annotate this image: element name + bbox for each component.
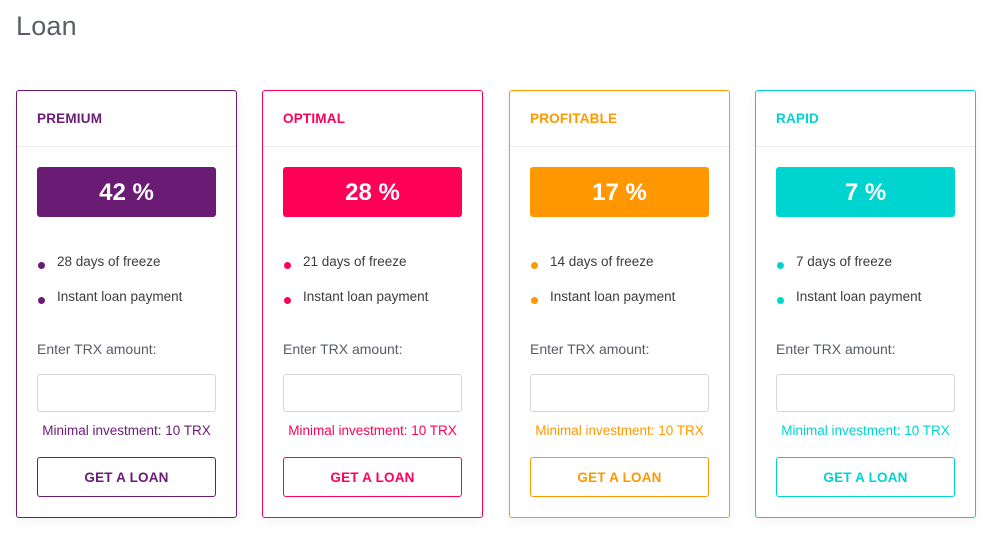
page-title: Loan [16, 11, 77, 41]
feature-item: Instant loan payment [530, 289, 720, 324]
plan-features: 14 days of freeze Instant loan payment [530, 254, 720, 324]
plan-features: 28 days of freeze Instant loan payment [37, 254, 227, 324]
min-investment-text: Minimal investment: 10 TRX [288, 423, 457, 438]
plan-card-rapid: RAPID 7 % 7 days of freeze Instant loan … [755, 90, 976, 518]
feature-text: Instant loan payment [796, 289, 922, 304]
plan-rate: 28 % [283, 167, 462, 217]
plan-name: PREMIUM [17, 91, 236, 147]
bullet-icon [777, 262, 784, 269]
get-loan-button[interactable]: GET A LOAN [37, 457, 216, 497]
feature-item: 21 days of freeze [283, 254, 473, 289]
feature-item: Instant loan payment [283, 289, 473, 324]
plan-card-profitable: PROFITABLE 17 % 14 days of freeze Instan… [509, 90, 730, 518]
feature-item: 7 days of freeze [776, 254, 966, 289]
bullet-icon [284, 262, 291, 269]
feature-text: Instant loan payment [303, 289, 429, 304]
plan-name: RAPID [756, 91, 975, 147]
plan-rate: 42 % [37, 167, 216, 217]
feature-item: 28 days of freeze [37, 254, 227, 289]
trx-amount-input[interactable] [530, 374, 709, 412]
trx-amount-input[interactable] [776, 374, 955, 412]
trx-amount-input[interactable] [283, 374, 462, 412]
feature-text: 28 days of freeze [57, 254, 161, 269]
feature-text: 14 days of freeze [550, 254, 654, 269]
feature-item: Instant loan payment [37, 289, 227, 324]
plan-card-premium: PREMIUM 42 % 28 days of freeze Instant l… [16, 90, 237, 518]
get-loan-button[interactable]: GET A LOAN [283, 457, 462, 497]
feature-text: Instant loan payment [57, 289, 183, 304]
bullet-icon [531, 262, 538, 269]
plan-features: 7 days of freeze Instant loan payment [776, 254, 966, 324]
bullet-icon [38, 262, 45, 269]
trx-amount-input[interactable] [37, 374, 216, 412]
feature-item: Instant loan payment [776, 289, 966, 324]
feature-item: 14 days of freeze [530, 254, 720, 289]
amount-label: Enter TRX amount: [283, 341, 403, 357]
plan-rate: 7 % [776, 167, 955, 217]
plan-name: OPTIMAL [263, 91, 482, 147]
get-loan-button[interactable]: GET A LOAN [776, 457, 955, 497]
amount-label: Enter TRX amount: [37, 341, 157, 357]
feature-text: Instant loan payment [550, 289, 676, 304]
min-investment-text: Minimal investment: 10 TRX [42, 423, 211, 438]
feature-text: 21 days of freeze [303, 254, 407, 269]
plan-name: PROFITABLE [510, 91, 729, 147]
amount-label: Enter TRX amount: [530, 341, 650, 357]
plan-features: 21 days of freeze Instant loan payment [283, 254, 473, 324]
plan-card-optimal: OPTIMAL 28 % 21 days of freeze Instant l… [262, 90, 483, 518]
bullet-icon [777, 297, 784, 304]
plan-rate: 17 % [530, 167, 709, 217]
bullet-icon [531, 297, 538, 304]
bullet-icon [284, 297, 291, 304]
min-investment-text: Minimal investment: 10 TRX [535, 423, 704, 438]
get-loan-button[interactable]: GET A LOAN [530, 457, 709, 497]
bullet-icon [38, 297, 45, 304]
min-investment-text: Minimal investment: 10 TRX [781, 423, 950, 438]
amount-label: Enter TRX amount: [776, 341, 896, 357]
loan-plans: PREMIUM 42 % 28 days of freeze Instant l… [16, 90, 976, 518]
feature-text: 7 days of freeze [796, 254, 893, 269]
